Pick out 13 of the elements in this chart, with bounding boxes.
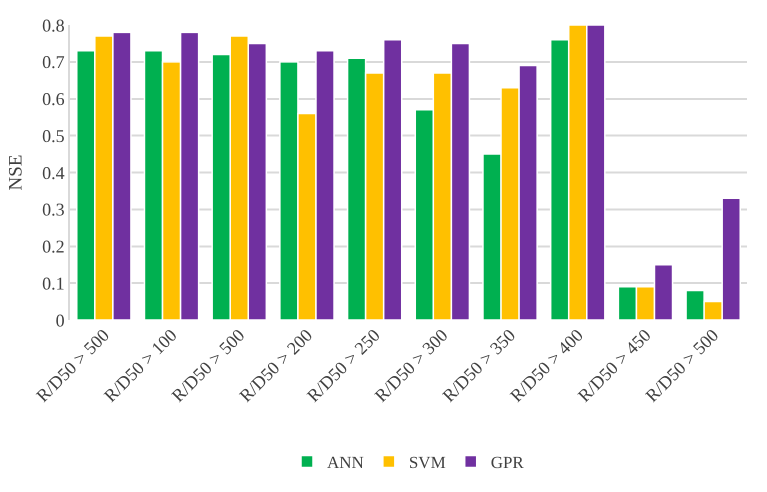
legend-label: ANN [327,453,364,472]
legend-label: GPR [490,453,524,472]
y-tick-label: 0.6 [42,89,65,110]
y-tick-label: 0.3 [42,200,65,220]
y-tick-label: 0.2 [42,236,65,257]
y-tick-label: 0.4 [42,162,65,183]
y-axis-title: NSE [6,154,26,190]
y-tick-label: 0.5 [42,126,65,146]
y-tick-label: 0.8 [42,15,65,36]
y-tick-label: 0 [56,310,65,330]
y-tick-label: 0.7 [42,52,65,72]
y-tick-label: 0.1 [42,273,65,294]
legend-label: SVM [408,453,446,472]
